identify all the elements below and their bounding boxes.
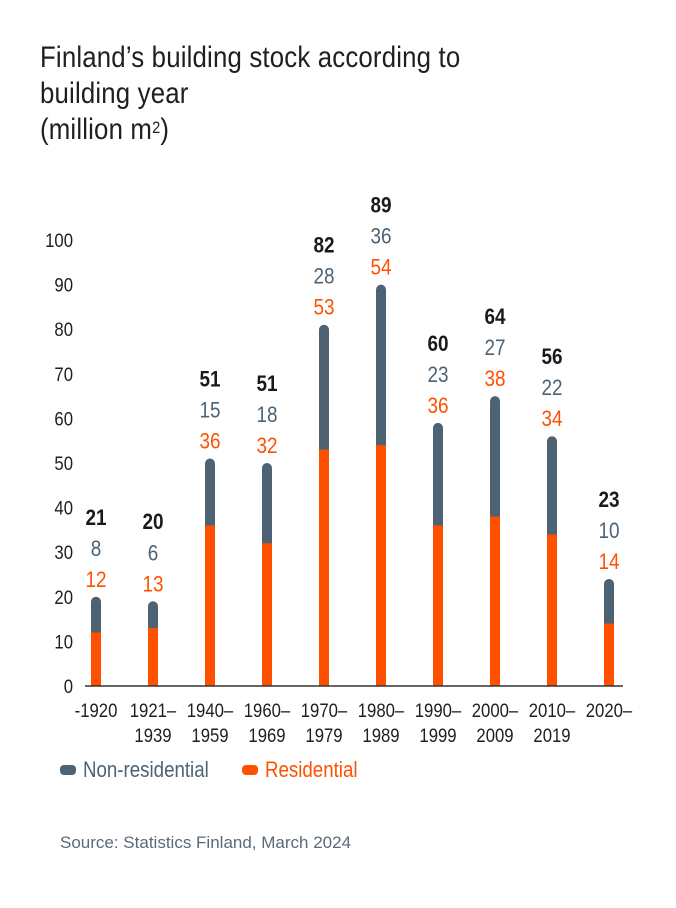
label-total-8: 56 <box>541 345 562 370</box>
x-tick-label-7-1: 2009 <box>476 725 513 746</box>
label-total-1: 20 <box>142 510 163 535</box>
label-total-4: 82 <box>313 233 334 258</box>
label-residential-7: 38 <box>484 367 505 392</box>
bar-residential-8 <box>547 534 557 686</box>
label-residential-1: 13 <box>142 572 163 597</box>
bar-residential-9 <box>604 623 614 686</box>
title-line-2-prefix: (million m <box>40 113 153 146</box>
x-tick-label-4-1: 1979 <box>305 725 342 746</box>
chart-title: Finland’s building stock according to bu… <box>40 40 556 148</box>
x-tick-label-5-1: 1989 <box>362 725 399 746</box>
x-tick-label-3-1: 1969 <box>248 725 285 746</box>
y-tick-label-70: 70 <box>54 364 73 385</box>
x-tick-label-0-0: -1920 <box>75 700 118 721</box>
label-total-0: 21 <box>85 505 106 530</box>
source-note: Source: Statistics Finland, March 2024 <box>60 833 352 852</box>
legend-swatch-non-residential <box>60 765 76 775</box>
label-non-residential-6: 23 <box>427 363 448 388</box>
x-tick-label-8-1: 2019 <box>533 725 570 746</box>
label-residential-0: 12 <box>85 567 106 592</box>
title-line-1: Finland’s building stock according to bu… <box>40 41 461 110</box>
title-line-2-suffix: ) <box>160 113 170 146</box>
label-total-7: 64 <box>484 305 506 330</box>
y-tick-label-10: 10 <box>54 631 73 652</box>
x-tick-label-2-1: 1959 <box>191 725 228 746</box>
y-tick-label-50: 50 <box>54 453 73 474</box>
label-non-residential-2: 15 <box>199 398 220 423</box>
y-tick-label-90: 90 <box>54 275 73 296</box>
label-total-3: 51 <box>256 372 277 397</box>
label-total-2: 51 <box>199 367 220 392</box>
label-non-residential-5: 36 <box>370 224 391 249</box>
legend-item-non-residential: Non-residential <box>60 757 231 783</box>
legend-label-non-residential: Non-residential <box>83 757 209 782</box>
label-residential-8: 34 <box>541 407 562 432</box>
label-non-residential-0: 8 <box>91 536 102 561</box>
x-tick-label-5-0: 1980– <box>358 700 404 721</box>
label-residential-3: 32 <box>256 434 277 459</box>
bar-residential-2 <box>205 525 215 686</box>
title-superscript: 2 <box>152 118 161 137</box>
label-total-5: 89 <box>370 193 391 218</box>
y-tick-label-20: 20 <box>54 587 73 608</box>
bar-residential-6 <box>433 525 443 686</box>
label-non-residential-8: 22 <box>541 376 562 401</box>
label-non-residential-4: 28 <box>313 264 334 289</box>
label-non-residential-7: 27 <box>484 336 505 361</box>
x-tick-label-9-0: 2020– <box>586 700 632 721</box>
title-line-2: (million m2) <box>40 112 556 148</box>
x-tick-label-4-0: 1970– <box>301 700 347 721</box>
x-tick-label-2-0: 1940– <box>187 700 233 721</box>
label-non-residential-3: 18 <box>256 403 277 428</box>
x-tick-label-7-0: 2000– <box>472 700 518 721</box>
label-non-residential-1: 6 <box>148 541 159 566</box>
legend-swatch-residential <box>242 765 258 775</box>
bar-residential-1 <box>148 628 158 686</box>
bar-residential-3 <box>262 543 272 686</box>
legend-item-residential: Residential <box>242 757 374 783</box>
label-residential-6: 36 <box>427 394 448 419</box>
bar-residential-4 <box>319 449 329 686</box>
label-residential-4: 53 <box>313 295 334 320</box>
x-tick-label-1-1: 1939 <box>134 725 171 746</box>
bar-residential-5 <box>376 445 386 686</box>
label-residential-5: 54 <box>370 255 391 280</box>
y-tick-label-80: 80 <box>54 319 73 340</box>
y-tick-label-100: 100 <box>45 230 73 251</box>
label-residential-9: 14 <box>598 550 619 575</box>
y-tick-label-0: 0 <box>64 676 73 697</box>
label-total-6: 60 <box>427 332 448 357</box>
x-tick-label-6-0: 1990– <box>415 700 461 721</box>
x-tick-label-6-1: 1999 <box>419 725 456 746</box>
label-total-9: 23 <box>598 488 619 513</box>
bar-residential-7 <box>490 516 500 686</box>
legend-label-residential: Residential <box>265 757 358 782</box>
stacked-bar-chart: 010203040506070809010012821-192013620192… <box>45 193 632 746</box>
y-tick-label-60: 60 <box>54 408 73 429</box>
label-non-residential-9: 10 <box>598 519 619 544</box>
x-tick-label-1-0: 1921– <box>130 700 176 721</box>
x-tick-label-3-0: 1960– <box>244 700 290 721</box>
y-tick-label-40: 40 <box>54 498 73 519</box>
x-tick-label-8-0: 2010– <box>529 700 575 721</box>
bar-residential-0 <box>91 632 101 686</box>
label-residential-2: 36 <box>199 429 220 454</box>
y-tick-label-30: 30 <box>54 542 73 563</box>
